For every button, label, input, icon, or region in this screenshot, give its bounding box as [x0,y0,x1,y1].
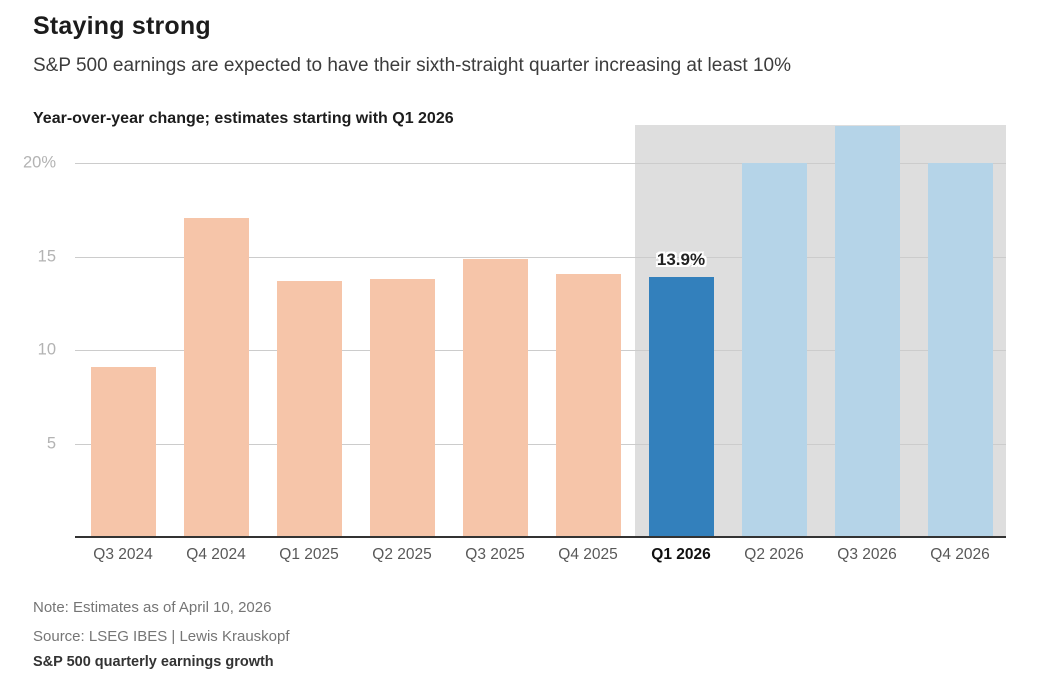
x-axis-label-q4-2024: Q4 2024 [186,546,246,563]
chart-subtitle: S&P 500 earnings are expected to have th… [33,55,791,76]
x-axis-label-q4-2026: Q4 2026 [930,546,990,563]
bar-q3-2026 [834,125,900,537]
bar-chart-plot-area: 20% 15 10 5 13.9% [0,125,1043,538]
gridline [75,443,1006,445]
bar-q1-2025 [276,281,342,537]
bar-q3-2025 [462,258,528,537]
bar-q2-2026 [741,163,807,537]
bar-q3-2024 [90,366,156,537]
chart-note: Note: Estimates as of April 10, 2026 [33,599,272,616]
bar-q2-2025 [369,279,435,537]
bar-q4-2025 [555,273,621,537]
page-title: Staying strong [33,12,211,40]
chart-axis-description: Year-over-year change; estimates startin… [33,110,454,127]
x-axis-label-q1-2025: Q1 2025 [279,546,339,563]
chart-tagline: S&P 500 quarterly earnings growth [33,654,274,670]
x-axis-label-q3-2026: Q3 2026 [837,546,897,563]
x-axis-label-q3-2024: Q3 2024 [93,546,153,563]
x-axis-label-q3-2025: Q3 2025 [465,546,525,563]
bar-q4-2026 [927,163,993,537]
chart-source: Source: LSEG IBES | Lewis Krauskopf [33,628,290,645]
bar-q1-2026 [648,277,714,537]
highlight-value-label: 13.9% [656,250,706,270]
x-axis-labels: Q3 2024 Q4 2024 Q1 2025 Q2 2025 Q3 2025 Q4 20… [0,546,1043,568]
bar-q4-2024 [183,217,249,537]
x-axis-label-q2-2025: Q2 2025 [372,546,432,563]
y-axis-tick-label: 20% [22,153,56,172]
y-axis-tick-label: 10 [37,340,56,359]
x-axis-line [75,536,1006,538]
x-axis-label-q1-2026: Q1 2026 [651,546,711,563]
gridline [75,350,1006,352]
y-axis-tick-label: 5 [46,434,56,453]
x-axis-label-q4-2025: Q4 2025 [558,546,618,563]
x-axis-label-q2-2026: Q2 2026 [744,546,804,563]
gridline [75,256,1006,258]
y-axis-tick-label: 15 [37,247,56,266]
gridline [75,163,1006,165]
